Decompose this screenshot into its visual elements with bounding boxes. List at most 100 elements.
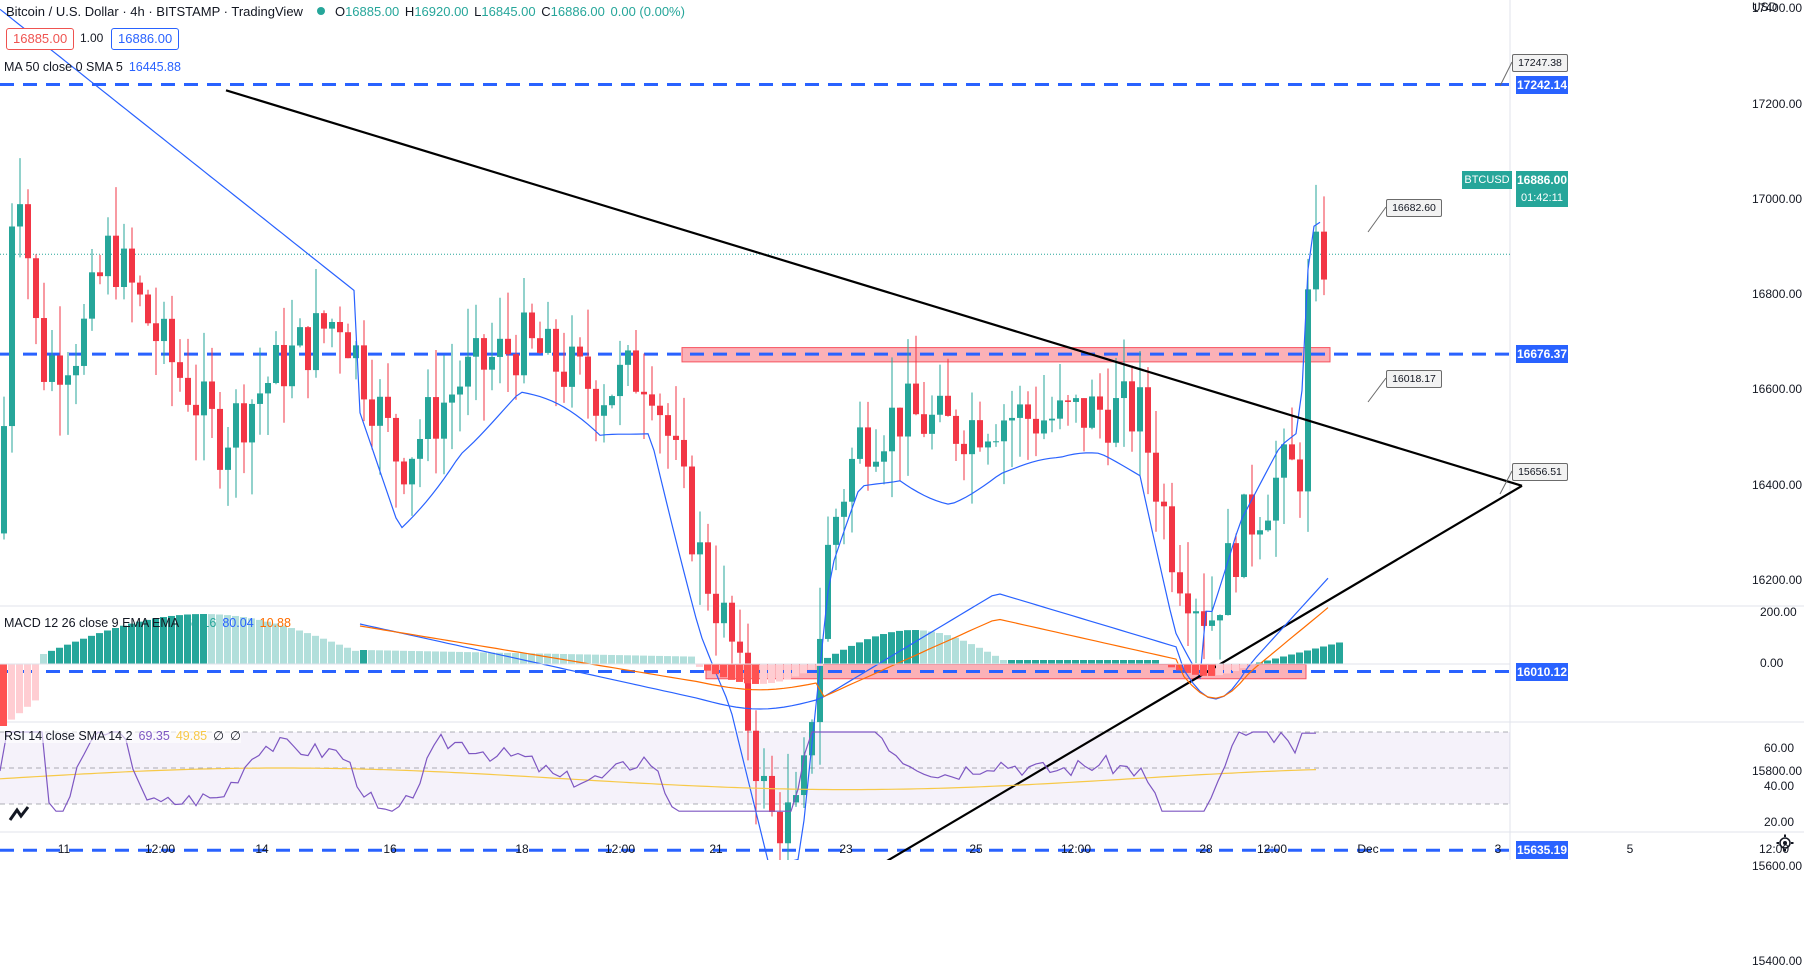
macd-histogram-bar [8, 664, 15, 720]
sell-button[interactable]: 16885.00 [6, 28, 75, 50]
candle-body [833, 516, 839, 545]
candle-body [665, 415, 671, 436]
time-tick-label: 18 [515, 842, 529, 856]
candle-body [1041, 420, 1047, 434]
macd-histogram-bar [896, 630, 903, 664]
candle-body [1169, 506, 1175, 573]
macd-histogram-bar [1280, 656, 1287, 664]
candle-body [1001, 420, 1007, 442]
candle-body [513, 354, 519, 376]
candle-body [585, 356, 591, 389]
candle-body [713, 593, 719, 624]
buy-button[interactable]: 16886.00 [111, 28, 180, 50]
macd-histogram-bar [1184, 664, 1191, 673]
symbol-badge: BTCUSD [1462, 171, 1512, 189]
macd-histogram-bar [128, 623, 135, 664]
candle-body [417, 438, 423, 459]
candle-body [1297, 459, 1303, 492]
candle-body [913, 383, 919, 415]
candle-body [57, 355, 63, 385]
settings-gear-icon[interactable] [1776, 834, 1794, 857]
macd-histogram-bar [280, 625, 287, 664]
macd-histogram-bar [1008, 660, 1015, 664]
level-callout-label: 16018.17 [1386, 370, 1442, 388]
macd-histogram-bar [888, 632, 895, 664]
ma-legend[interactable]: MA 50 close 0 SMA 5 16445.88 [4, 60, 181, 74]
candle-body [1089, 396, 1095, 428]
rsi-value: 69.35 [138, 729, 170, 743]
macd-legend[interactable]: MACD 12 26 close 9 EMA EMA 69.16 80.04 10.8… [4, 616, 291, 630]
candle-body [97, 272, 103, 277]
currency-label[interactable]: USD [1752, 0, 1778, 14]
candle-body [1097, 396, 1103, 410]
candle-body [1033, 418, 1039, 434]
symbol-title[interactable]: Bitcoin / U.S. Dollar · 4h · BITSTAMP · … [6, 3, 303, 19]
macd-histogram-bar [96, 633, 103, 664]
macd-histogram-bar [352, 650, 359, 664]
tradingview-logo-icon[interactable] [8, 804, 32, 829]
macd-histogram-bar [952, 637, 959, 664]
callout-leader [1367, 377, 1387, 403]
triangle-upper-line [225, 89, 1523, 487]
macd-histogram-bar [624, 655, 631, 664]
rsi-legend[interactable]: RSI 14 close SMA 14 2 69.35 49.85 ∅ ∅ [4, 728, 241, 743]
macd-histogram-bar [1224, 664, 1231, 674]
macd-histogram-bar [1336, 642, 1343, 664]
macd-histogram-bar [360, 650, 367, 664]
candle-body [977, 420, 983, 448]
macd-histogram-bar [1000, 660, 1007, 664]
candle-body [337, 322, 343, 333]
time-tick-label: 3 [1494, 842, 1502, 856]
macd-histogram-bar [200, 614, 207, 664]
candle-body [593, 388, 599, 416]
candle-body [561, 371, 567, 387]
candle-body [425, 397, 431, 439]
chart-canvas[interactable] [0, 0, 1804, 860]
price-tick-label: 16200.00 [1752, 573, 1803, 588]
candle-body [1289, 444, 1295, 460]
candle-body [569, 346, 575, 387]
price-tick-label: 15600.00 [1752, 858, 1803, 873]
candle-body [857, 427, 863, 459]
macd-histogram-bar [760, 664, 767, 684]
macd-histogram-bar [88, 635, 95, 664]
candle-body [289, 345, 295, 387]
macd-histogram-bar [712, 664, 719, 675]
candle-body [993, 441, 999, 443]
level-callout-label: 17247.38 [1512, 54, 1568, 72]
candle-body [657, 405, 663, 416]
candle-body [25, 204, 31, 259]
candle-body [1153, 452, 1159, 502]
candle-body [369, 399, 375, 426]
macd-histogram-bar [1296, 652, 1303, 664]
close-value: 16886.00 [550, 3, 605, 19]
macd-value: 69.16 [185, 616, 217, 630]
macd-histogram-bar [1040, 660, 1047, 664]
candle-body [529, 312, 535, 339]
macd-histogram-bar [912, 630, 919, 664]
change-value: 0.00 (0.00%) [610, 3, 685, 19]
macd-histogram-bar [1312, 648, 1319, 664]
candle-body [865, 427, 871, 467]
macd-histogram-bar [448, 651, 455, 664]
ma-line [0, 8, 1321, 860]
countdown-badge: 01:42:11 [1516, 189, 1568, 207]
macd-histogram-bar [840, 649, 847, 664]
rsi-empty-1: ∅ [213, 729, 224, 743]
macd-histogram-bar [464, 652, 471, 664]
macd-histogram-bar [1096, 660, 1103, 664]
macd-histogram-bar [16, 664, 23, 714]
macd-histogram-bar [648, 655, 655, 664]
macd-histogram-bar [864, 639, 871, 664]
macd-histogram-bar [32, 664, 39, 701]
level-price-badge: 16676.37 [1516, 345, 1568, 364]
macd-histogram-bar [40, 654, 47, 664]
candle-body [465, 356, 471, 387]
macd-histogram-bar [304, 633, 311, 664]
time-tick-label: 11 [57, 842, 71, 856]
candle-body [1321, 231, 1327, 280]
candle-body [241, 403, 247, 443]
macd-histogram-bar [1072, 660, 1079, 664]
candle-body [153, 323, 159, 342]
candle-body [1073, 398, 1079, 402]
